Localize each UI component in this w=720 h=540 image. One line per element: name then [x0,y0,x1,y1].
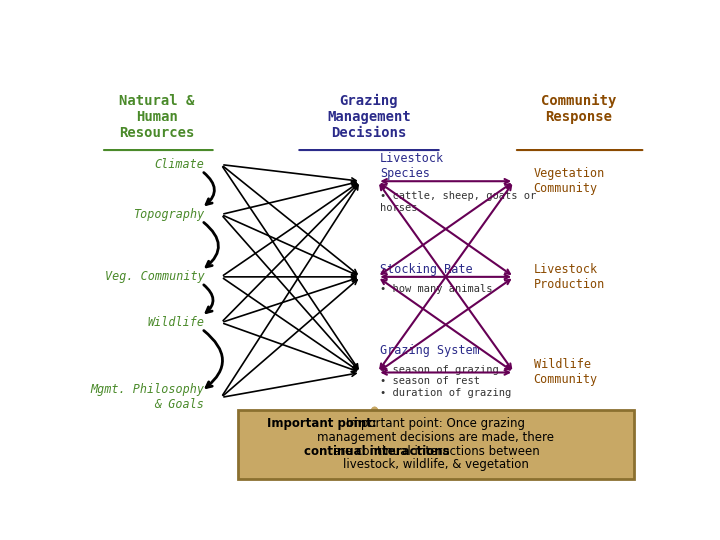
Text: Grazing
Management
Decisions: Grazing Management Decisions [327,94,411,140]
Text: Livestock
Production: Livestock Production [534,263,605,291]
Text: management decisions are made, there: management decisions are made, there [318,431,554,444]
Text: Wildlife: Wildlife [148,316,204,329]
Text: Community
Response: Community Response [541,94,616,124]
Text: Wildlife
Community: Wildlife Community [534,359,598,387]
Text: • cattle, sheep, goats or
horses: • cattle, sheep, goats or horses [380,191,536,213]
Text: Stocking Rate: Stocking Rate [380,263,473,276]
Text: continual interactions: continual interactions [304,444,449,457]
Text: are continual interactions between: are continual interactions between [333,444,539,457]
FancyBboxPatch shape [238,410,634,478]
Text: Topography: Topography [133,208,204,221]
Text: Climate: Climate [155,158,204,171]
Text: Important point:: Important point: [267,417,377,430]
Text: Livestock
Species: Livestock Species [380,152,444,180]
Text: livestock, wildlife, & vegetation: livestock, wildlife, & vegetation [343,458,529,471]
Text: Vegetation
Community: Vegetation Community [534,167,605,195]
Text: Natural &
Human
Resources: Natural & Human Resources [120,94,194,140]
Text: Important point: Once grazing: Important point: Once grazing [346,417,526,430]
Text: • season of grazing
• season of rest
• duration of grazing: • season of grazing • season of rest • d… [380,364,511,398]
Text: Grazing System: Grazing System [380,343,480,356]
Text: Mgmt. Philosophy
& Goals: Mgmt. Philosophy & Goals [91,383,204,411]
Text: Veg. Community: Veg. Community [104,271,204,284]
Text: • how many animals: • how many animals [380,284,492,294]
